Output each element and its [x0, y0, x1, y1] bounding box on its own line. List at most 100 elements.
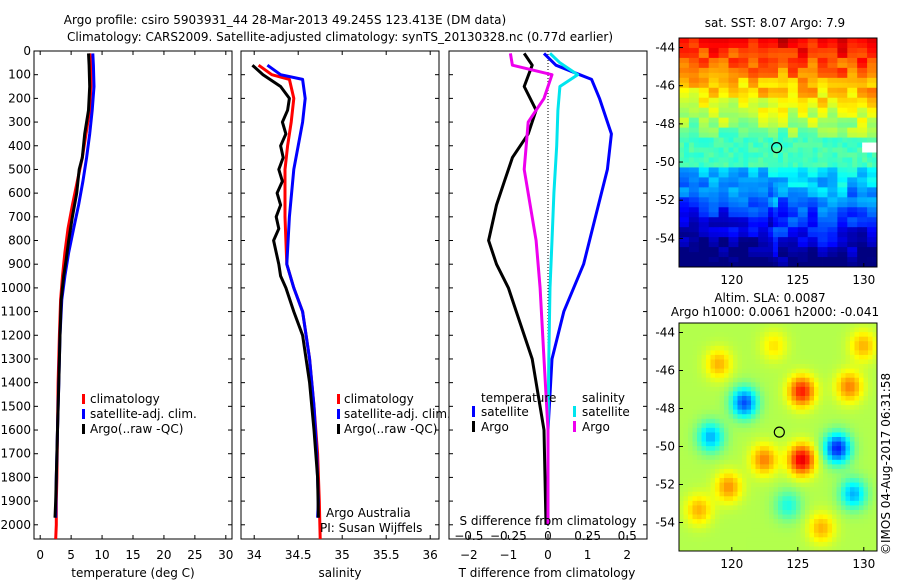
- sla-cell: [841, 437, 846, 442]
- sla-cell: [683, 446, 689, 452]
- sst-cell: [708, 82, 715, 89]
- sla-cell: [688, 405, 693, 411]
- sst-cell: [867, 127, 873, 133]
- sst-cell: [723, 42, 729, 49]
- sst-cell: [872, 122, 878, 129]
- sla-cell: [787, 323, 792, 328]
- sla-cell: [827, 323, 833, 328]
- sla-cell: [859, 345, 864, 351]
- sst-cell: [822, 197, 828, 203]
- sst-cell: [807, 132, 814, 138]
- sst-cell: [768, 192, 774, 198]
- sla-cell: [859, 473, 864, 479]
- sla-cell: [805, 395, 810, 401]
- sla-cell: [872, 464, 878, 470]
- sst-cell: [837, 192, 843, 198]
- sla-cell: [733, 464, 738, 470]
- sla-cell: [836, 409, 842, 415]
- sst-cell: [847, 157, 853, 163]
- sla-cell: [854, 523, 860, 529]
- sst-cell: [852, 247, 858, 253]
- sla-cell: [715, 468, 720, 474]
- sla-cell: [769, 350, 774, 356]
- sla-cell: [773, 482, 779, 488]
- sst-cell: [738, 212, 744, 218]
- legend-label-climatology: climatology: [344, 392, 414, 406]
- sla-cell: [755, 368, 761, 374]
- sla-cell: [679, 487, 684, 493]
- lat-tick-label: -48: [655, 117, 675, 131]
- sla-cell: [805, 386, 810, 392]
- sst-cell: [792, 57, 799, 64]
- sst-cell: [688, 92, 695, 99]
- sla-cell: [782, 528, 788, 534]
- sla-cell: [737, 368, 743, 374]
- sst-cell: [842, 202, 848, 208]
- sla-cell: [773, 332, 779, 338]
- sla-cell: [742, 446, 747, 452]
- x-tick-label: 1: [584, 548, 592, 562]
- sst-cell: [817, 62, 823, 69]
- sla-cell: [814, 459, 819, 465]
- sst-cell: [842, 192, 848, 198]
- sst-cell: [778, 202, 784, 208]
- sla-cell: [805, 528, 810, 534]
- sla-cell: [728, 350, 734, 356]
- sla-cell: [850, 414, 855, 420]
- sla-cell: [764, 450, 770, 456]
- sla-cell: [701, 546, 707, 552]
- series-line-t-satellite: [542, 52, 613, 525]
- sst-cell: [847, 257, 853, 263]
- sla-cell: [827, 400, 833, 406]
- sst-cell: [768, 82, 774, 89]
- sst-cell: [852, 107, 858, 114]
- sst-cell: [773, 117, 779, 124]
- sla-cell: [746, 323, 752, 328]
- sst-cell: [787, 162, 794, 168]
- sla-cell: [805, 537, 810, 543]
- sst-cell: [708, 67, 715, 74]
- sst-cell: [842, 217, 848, 223]
- sla-cell: [679, 446, 684, 452]
- sst-cell: [713, 242, 719, 248]
- sla-cell: [688, 541, 693, 547]
- sst-cell: [782, 137, 789, 143]
- sst-cell: [728, 77, 734, 84]
- sla-cell: [683, 327, 689, 333]
- sst-cell: [748, 207, 754, 213]
- sst-cell: [802, 92, 809, 99]
- sst-cell: [698, 262, 705, 268]
- sla-cell: [872, 345, 878, 351]
- sst-cell: [773, 102, 779, 109]
- sla-cell: [683, 505, 689, 511]
- sla-cell: [715, 505, 720, 511]
- sst-cell: [703, 102, 710, 109]
- sla-cell: [827, 327, 833, 333]
- sst-cell: [812, 197, 818, 203]
- sst-cell: [723, 92, 729, 99]
- sla-cell: [805, 519, 810, 525]
- sla-cell: [854, 423, 860, 429]
- sla-cell: [832, 336, 837, 342]
- sst-cell: [723, 177, 729, 183]
- sla-cell: [769, 455, 774, 461]
- sla-cell: [832, 478, 837, 483]
- sst-cell: [797, 247, 804, 253]
- sst-cell: [787, 207, 794, 213]
- sst-cell: [867, 197, 873, 203]
- sst-cell: [842, 232, 848, 238]
- sst-cell: [842, 107, 848, 114]
- sla-cell: [751, 473, 756, 479]
- sst-cell: [817, 67, 823, 74]
- sla-cell: [733, 350, 738, 356]
- sst-cell: [688, 167, 695, 173]
- sst-cell: [703, 177, 710, 183]
- sst-cell: [807, 157, 814, 163]
- sst-cell: [778, 67, 784, 74]
- sla-cell: [692, 464, 698, 470]
- sla-cell: [809, 450, 815, 456]
- sst-cell: [807, 112, 814, 119]
- sla-cell: [692, 523, 698, 529]
- sst-cell: [753, 192, 759, 198]
- sst-cell: [683, 162, 690, 168]
